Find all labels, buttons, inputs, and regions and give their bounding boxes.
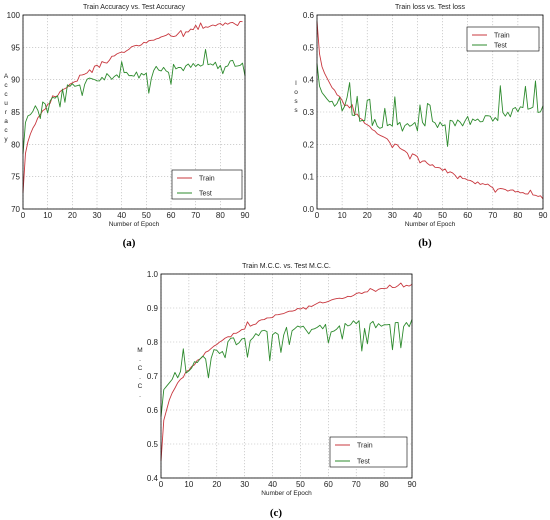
y-axis-label-letter: l: [295, 80, 297, 87]
x-tick-label: 50: [296, 480, 305, 489]
y-axis-label-letter: C: [138, 365, 143, 372]
legend-box: [171, 169, 243, 200]
subfigure-caption: (b): [418, 237, 432, 249]
x-tick-label: 0: [315, 211, 320, 220]
x-tick-label: 10: [43, 211, 52, 220]
y-tick-label: 0.8: [147, 338, 159, 347]
y-tick-label: 100: [7, 11, 21, 20]
legend-label-train: Train: [199, 176, 215, 183]
x-tick-label: 0: [159, 480, 164, 489]
x-axis-label: Number of Epoch: [405, 221, 456, 228]
y-tick-label: 0.1: [303, 173, 315, 182]
y-tick-label: 0.3: [303, 108, 315, 117]
series-line-test: [22, 48, 246, 155]
x-tick-label: 20: [212, 480, 221, 489]
x-tick-label: 40: [413, 211, 422, 220]
x-tick-label: 90: [241, 211, 250, 220]
x-tick-label: 70: [191, 211, 200, 220]
y-axis-label-letter: o: [294, 89, 298, 96]
y-tick-label: 90: [11, 76, 20, 85]
y-tick-label: 70: [11, 205, 20, 214]
y-tick-label: 0.2: [303, 140, 315, 149]
x-tick-label: 0: [21, 211, 26, 220]
y-axis-label-letter: A: [4, 73, 9, 80]
y-tick-label: 0.4: [303, 76, 315, 85]
y-tick-label: 0.5: [147, 440, 159, 449]
legend-label-train: Train: [357, 443, 373, 450]
y-axis-label-letter: c: [4, 82, 8, 89]
y-tick-label: 0.0: [303, 205, 315, 214]
x-tick-label: 60: [324, 480, 333, 489]
series-line-test: [160, 319, 413, 417]
x-tick-label: 70: [352, 480, 361, 489]
chart-title: Train M.C.C. vs. Test M.C.C.: [242, 263, 331, 270]
y-axis-label-letter: .: [139, 374, 141, 381]
legend-label-test: Test: [199, 191, 212, 198]
subfigure-caption: (c): [270, 507, 283, 519]
y-axis-label-letter: r: [5, 109, 8, 116]
y-axis-label-letter: s: [294, 98, 298, 105]
x-tick-label: 50: [438, 211, 447, 220]
plot-frame: [160, 273, 413, 479]
y-tick-label: 0.6: [303, 11, 315, 20]
y-tick-label: 0.6: [147, 406, 159, 415]
x-tick-label: 20: [68, 211, 77, 220]
y-tick-label: 85: [11, 108, 20, 117]
y-axis-label-letter: .: [139, 356, 141, 363]
y-axis-label-letter: C: [138, 383, 143, 390]
y-axis-label-letter: y: [4, 136, 8, 143]
x-tick-label: 80: [380, 480, 389, 489]
legend-label-train: Train: [494, 33, 510, 40]
x-tick-label: 70: [488, 211, 497, 220]
x-tick-label: 40: [117, 211, 126, 220]
y-axis-label-letter: s: [294, 107, 298, 114]
y-axis-label-letter: c: [4, 91, 8, 98]
series-line-test: [316, 63, 544, 147]
y-tick-label: 95: [11, 43, 20, 52]
x-tick-label: 80: [513, 211, 522, 220]
x-tick-label: 80: [216, 211, 225, 220]
y-tick-label: 0.4: [147, 474, 159, 483]
y-axis-label-letter: u: [4, 100, 8, 107]
legend-box: [466, 26, 540, 52]
legend-label-test: Test: [357, 459, 370, 466]
x-tick-label: 10: [184, 480, 193, 489]
x-tick-label: 60: [167, 211, 176, 220]
x-tick-label: 30: [93, 211, 102, 220]
y-tick-label: 0.9: [147, 304, 159, 313]
y-tick-label: 75: [11, 173, 20, 182]
x-axis-label: Number of Epoch: [261, 490, 312, 497]
x-tick-label: 30: [388, 211, 397, 220]
x-tick-label: 20: [363, 211, 372, 220]
x-tick-label: 10: [338, 211, 347, 220]
plot-frame: [316, 14, 544, 210]
legend-label-test: Test: [494, 43, 507, 50]
y-tick-label: 0.7: [147, 372, 159, 381]
y-axis-label-letter: .: [139, 392, 141, 399]
y-axis-label-letter: M: [137, 347, 142, 354]
y-axis-label-letter: a: [4, 118, 8, 125]
x-tick-label: 60: [463, 211, 472, 220]
series-line-train: [22, 20, 243, 193]
y-tick-label: 1.0: [147, 270, 159, 279]
y-tick-label: 0.5: [303, 43, 315, 52]
y-tick-label: 80: [11, 140, 20, 149]
plot-frame: [22, 14, 246, 210]
x-axis-label: Number of Epoch: [109, 221, 160, 228]
x-tick-label: 30: [240, 480, 249, 489]
x-tick-label: 40: [268, 480, 277, 489]
x-tick-label: 90: [408, 480, 417, 489]
series-line-train: [160, 282, 413, 462]
x-tick-label: 90: [539, 211, 548, 220]
chart-title: Train Accuracy vs. Test Accuracy: [83, 4, 185, 11]
subfigure-caption: (a): [123, 237, 136, 249]
chart-title: Train loss vs. Test loss: [395, 4, 466, 11]
y-axis-label-letter: c: [4, 127, 8, 134]
legend-box: [329, 436, 408, 468]
x-tick-label: 50: [142, 211, 151, 220]
